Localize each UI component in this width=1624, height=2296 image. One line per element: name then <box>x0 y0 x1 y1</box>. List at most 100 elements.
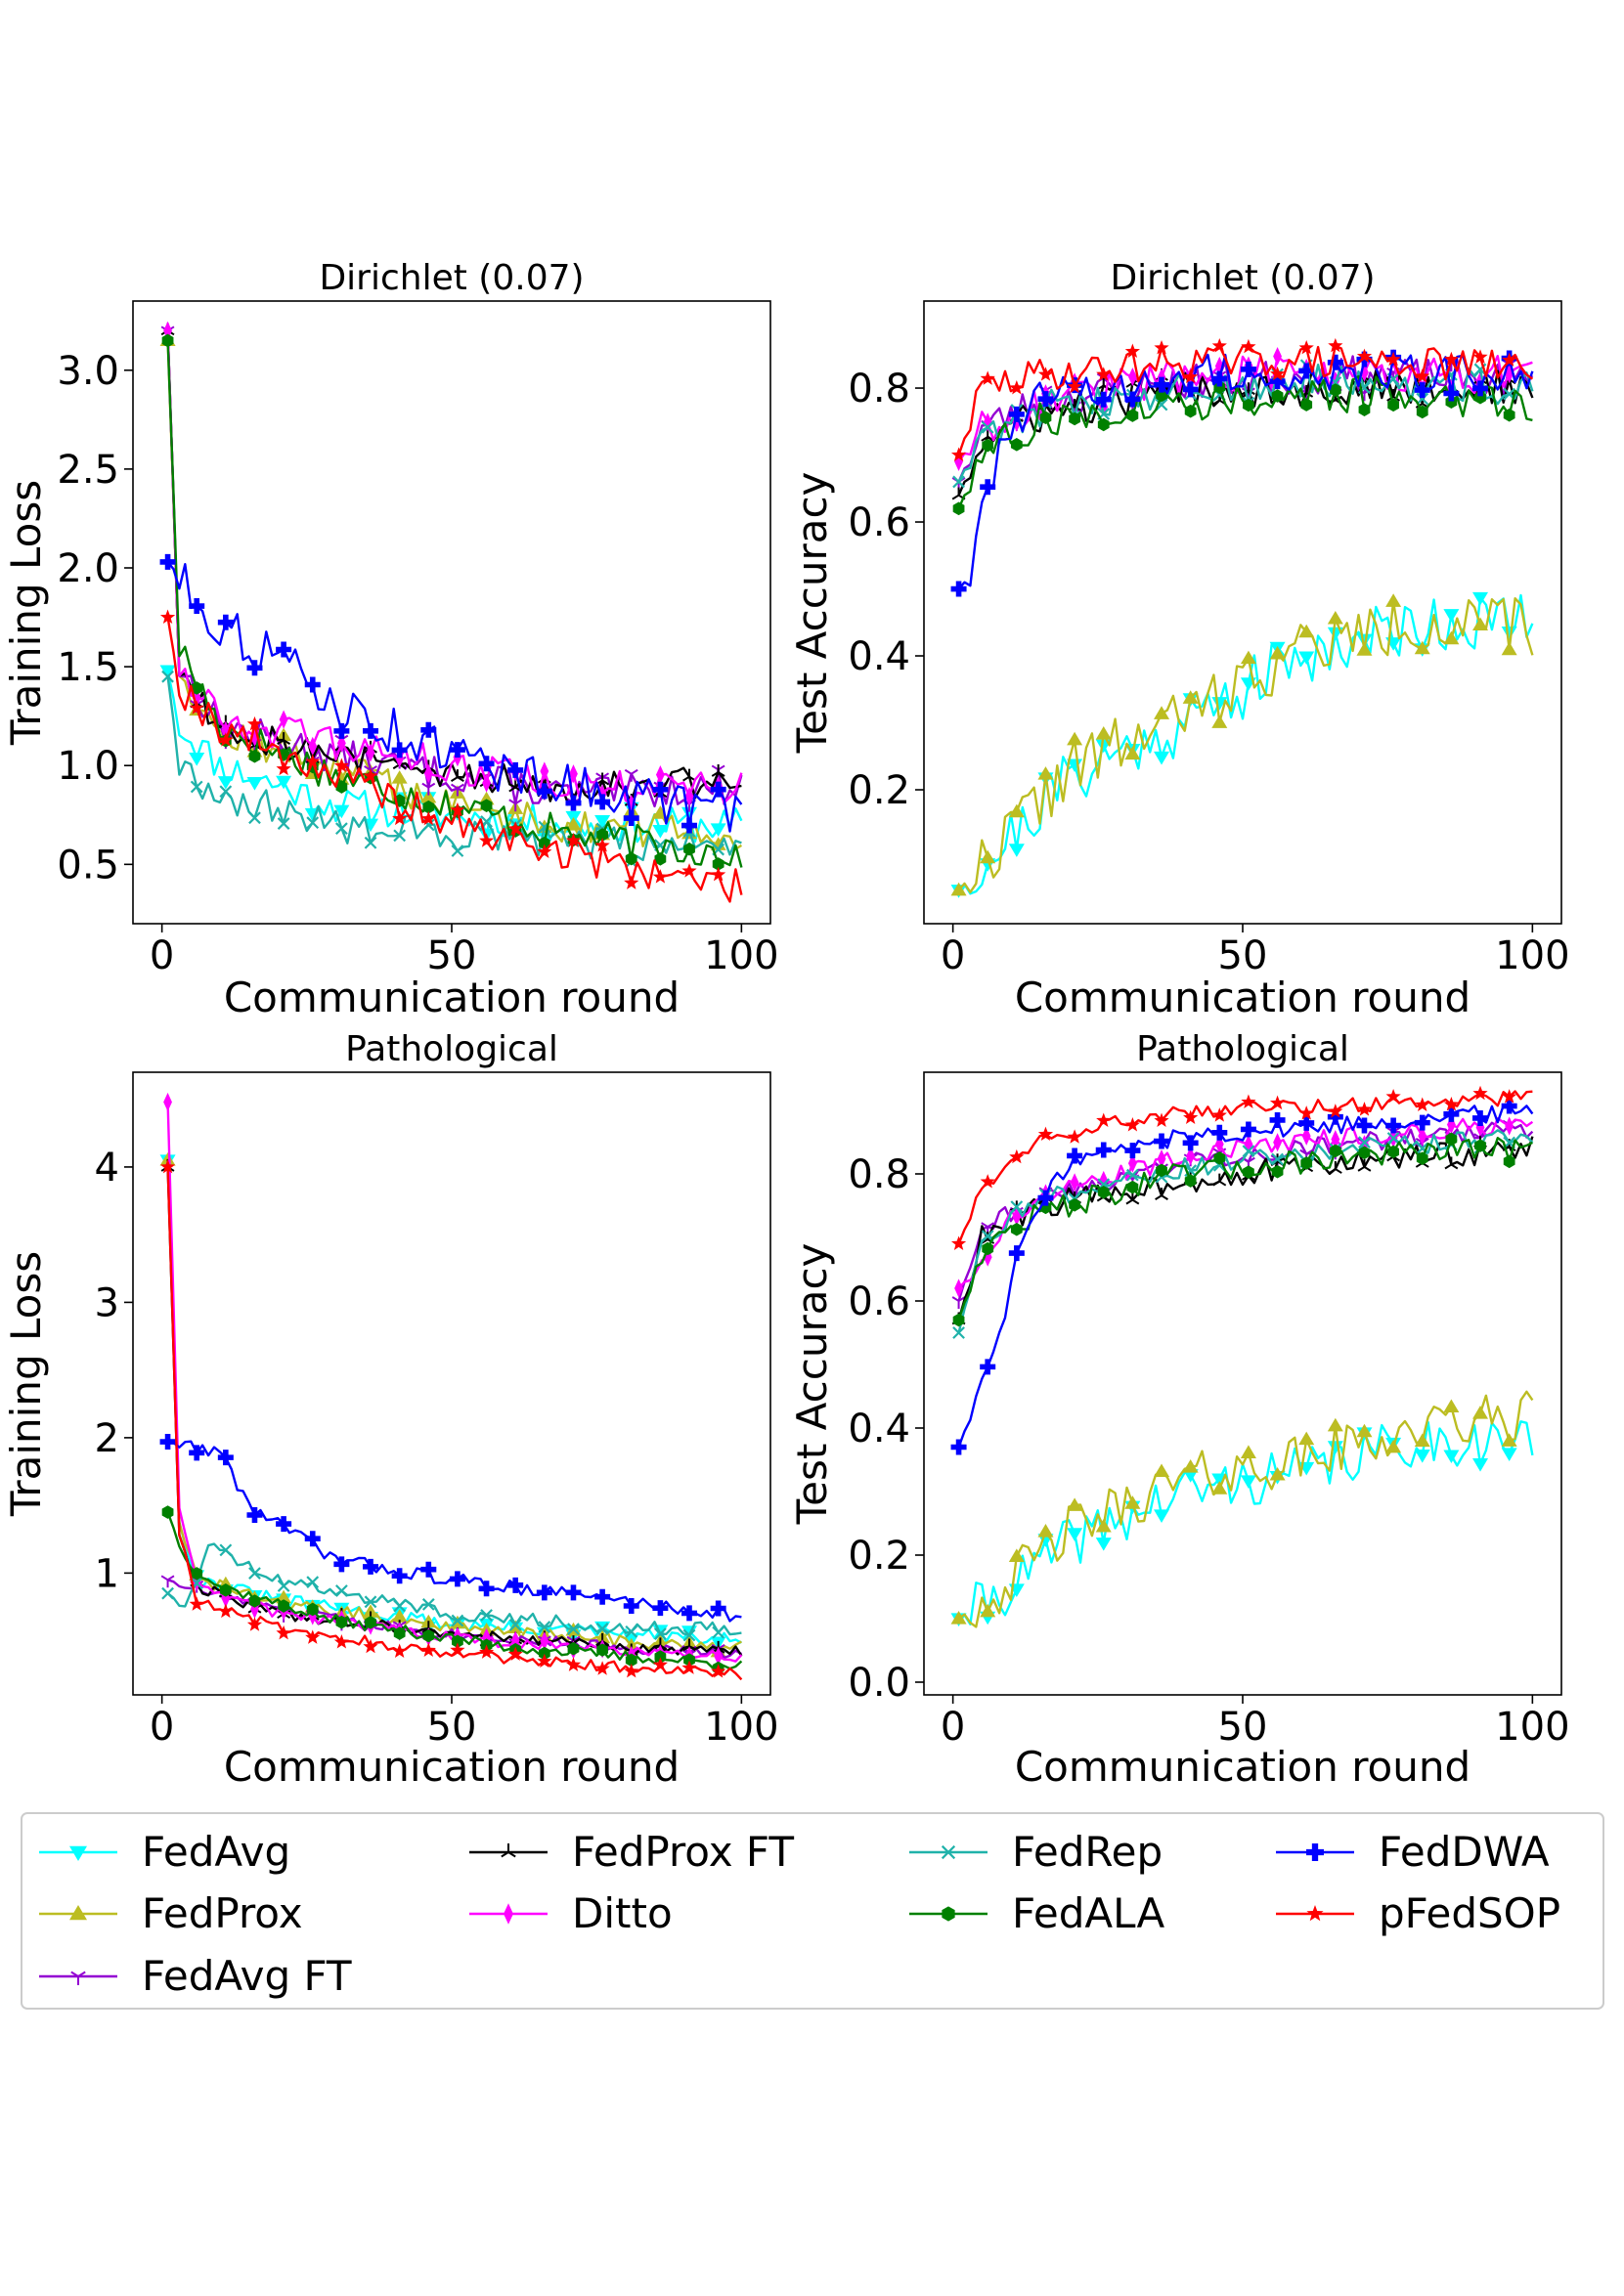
pathological-accuracy-point-fedala <box>1300 1156 1313 1170</box>
pathological-accuracy-ytick-label: 0.2 <box>848 1534 910 1579</box>
legend-label-fedprox-ft: FedProx FT <box>572 1828 794 1876</box>
dirichlet-accuracy-point-fedala <box>1474 390 1486 405</box>
dirichlet-loss-point-fedprox-ft <box>277 732 291 745</box>
dirichlet-accuracy-point-feddwa <box>1327 354 1343 370</box>
pathological-accuracy-point-fedrep <box>1271 1152 1284 1166</box>
dirichlet-accuracy-xtick-label: 0 <box>941 933 965 978</box>
legend-label-pfedsop: pFedSOP <box>1379 1889 1560 1937</box>
pathological-accuracy-point-ditto <box>1505 1116 1514 1136</box>
pathological-loss-ytick-label: 3 <box>95 1280 119 1325</box>
dirichlet-accuracy-point-feddwa <box>1240 361 1256 377</box>
dirichlet-accuracy-series-group <box>950 337 1534 898</box>
dirichlet-accuracy-point-feddwa <box>1298 363 1315 379</box>
pathological-accuracy-point-ditto <box>1475 1117 1485 1138</box>
dirichlet-loss-point-feddwa <box>391 742 408 758</box>
dirichlet-accuracy-point-ditto <box>1360 363 1369 382</box>
pathological-accuracy-point-pfedsop <box>1356 1102 1373 1116</box>
pathological-loss-point-ditto <box>163 1092 172 1112</box>
dirichlet-accuracy-point-pfedsop <box>1415 368 1430 383</box>
pathological-loss-point-feddwa <box>189 1445 205 1461</box>
pathological-accuracy-point-pfedsop <box>1037 1126 1054 1142</box>
dirichlet-accuracy-point-pfedsop <box>1154 340 1169 355</box>
pathological-accuracy-point-fedprox <box>1067 1497 1083 1511</box>
pathological-accuracy-point-fedrep <box>952 1326 965 1339</box>
dirichlet-accuracy-point-fedprox-ft <box>1068 398 1082 412</box>
dirichlet-loss-point-feddwa <box>246 660 263 676</box>
dirichlet-loss-point-fedavg <box>246 777 263 791</box>
pathological-loss-point-pfedsop <box>333 1634 349 1649</box>
pathological-accuracy-point-fedala <box>952 1313 965 1327</box>
dirichlet-loss-point-feddwa <box>681 817 698 834</box>
dirichlet-loss-point-feddwa <box>594 794 611 810</box>
dirichlet-loss-point-pfedsop <box>624 875 639 889</box>
pathological-loss-point-fedprox <box>363 1604 379 1618</box>
dirichlet-accuracy-point-feddwa <box>1008 406 1025 422</box>
pathological-loss-title: Pathological <box>345 1029 558 1069</box>
dirichlet-accuracy-ytick-label: 0.6 <box>848 500 910 545</box>
dirichlet-accuracy-point-pfedsop <box>1183 368 1199 384</box>
dirichlet-accuracy-point-pfedsop <box>1211 338 1227 353</box>
pathological-accuracy-ylabel: Test Accuracy <box>788 1243 836 1526</box>
pathological-accuracy-ytick-label: 0.0 <box>848 1661 910 1706</box>
pathological-loss-ytick-label: 4 <box>95 1146 119 1191</box>
pathological-accuracy-xtick-label: 50 <box>1218 1705 1268 1750</box>
dirichlet-accuracy-point-fedprox <box>1182 690 1199 704</box>
pathological-accuracy-point-fedprox <box>1443 1399 1460 1413</box>
dirichlet-loss-point-feddwa <box>449 742 465 758</box>
pathological-accuracy-point-feddwa <box>1037 1190 1054 1206</box>
pathological-loss-point-feddwa <box>276 1516 292 1533</box>
pathological-accuracy-point-fedrep <box>1010 1200 1024 1214</box>
pathological-accuracy-point-fedprox <box>1327 1417 1343 1432</box>
dirichlet-accuracy-point-pfedsop <box>1472 349 1488 364</box>
pathological-loss-point-fedala <box>596 1643 608 1657</box>
dirichlet-loss-point-fedprox <box>420 789 437 803</box>
pathological-accuracy-point-pfedsop <box>950 1235 967 1250</box>
pathological-loss-point-fedrep <box>161 1586 174 1600</box>
dirichlet-loss-point-fedprox <box>565 817 582 831</box>
pathological-accuracy-point-fedala <box>1503 1154 1515 1169</box>
dirichlet-loss-point-fedala <box>422 800 435 814</box>
pathological-accuracy-point-fedprox <box>1240 1445 1256 1459</box>
pathological-accuracy-point-feddwa <box>1356 1117 1373 1134</box>
pathological-accuracy-point-fedala <box>1010 1222 1023 1236</box>
pathological-accuracy-line-fedala <box>957 1137 1533 1321</box>
pathological-accuracy-point-pfedsop <box>1269 1095 1286 1110</box>
pathological-accuracy-point-feddwa <box>1385 1117 1402 1134</box>
dirichlet-loss-point-pfedsop <box>565 833 582 847</box>
pathological-accuracy-point-pfedsop <box>1096 1112 1112 1127</box>
dirichlet-accuracy-point-fedala <box>1097 417 1110 432</box>
dirichlet-loss-point-feddwa <box>478 756 495 772</box>
pathological-loss-point-pfedsop <box>565 1657 582 1671</box>
pathological-accuracy-point-ditto <box>1273 1133 1282 1152</box>
dirichlet-accuracy-point-fedavg <box>1501 626 1517 640</box>
dirichlet-accuracy-point-fedrep <box>981 420 994 434</box>
dirichlet-loss-point-feddwa <box>710 781 726 798</box>
dirichlet-accuracy-point-fedprox <box>1154 706 1170 719</box>
legend-marker-ditto <box>504 1903 513 1925</box>
dirichlet-loss-point-pfedsop <box>652 869 668 884</box>
dirichlet-accuracy-point-pfedsop <box>1009 380 1025 395</box>
pathological-accuracy-point-fedavg <box>1414 1449 1430 1463</box>
pathological-loss-point-pfedsop <box>478 1644 495 1659</box>
dirichlet-loss-point-pfedsop <box>681 863 697 878</box>
dirichlet-accuracy-point-feddwa <box>1443 385 1460 402</box>
pathological-accuracy-point-fedavg <box>1327 1441 1343 1454</box>
dirichlet-accuracy-point-feddwa <box>1037 391 1054 408</box>
pathological-accuracy-panel: Pathological 0 50 100 0.0 0.2 0.4 0.6 0.8 Communi… <box>788 1029 1570 1791</box>
pathological-accuracy-point-feddwa <box>1182 1135 1199 1151</box>
dirichlet-loss-ytick-label: 1.5 <box>57 645 119 690</box>
dirichlet-loss-point-fedavg <box>189 752 205 766</box>
dirichlet-loss-ytick-label: 1.0 <box>57 744 119 789</box>
legend-label-ditto: Ditto <box>572 1889 673 1937</box>
dirichlet-accuracy-point-pfedsop <box>1037 367 1054 381</box>
legend-item-fedavg-ft: FedAvg FT <box>39 1952 352 2000</box>
dirichlet-loss-point-fedrep <box>451 845 464 857</box>
pathological-loss-point-pfedsop <box>450 1642 465 1657</box>
dirichlet-loss-point-fedrep <box>190 780 203 794</box>
pathological-loss-xtick-label: 100 <box>704 1705 778 1750</box>
dirichlet-accuracy-point-fedavg <box>1443 609 1460 623</box>
dirichlet-loss-title: Dirichlet (0.07) <box>319 258 584 298</box>
dirichlet-loss-point-ditto <box>279 710 288 729</box>
pathological-accuracy-point-fedprox <box>1211 1481 1228 1495</box>
dirichlet-accuracy-point-fedala <box>982 438 994 453</box>
